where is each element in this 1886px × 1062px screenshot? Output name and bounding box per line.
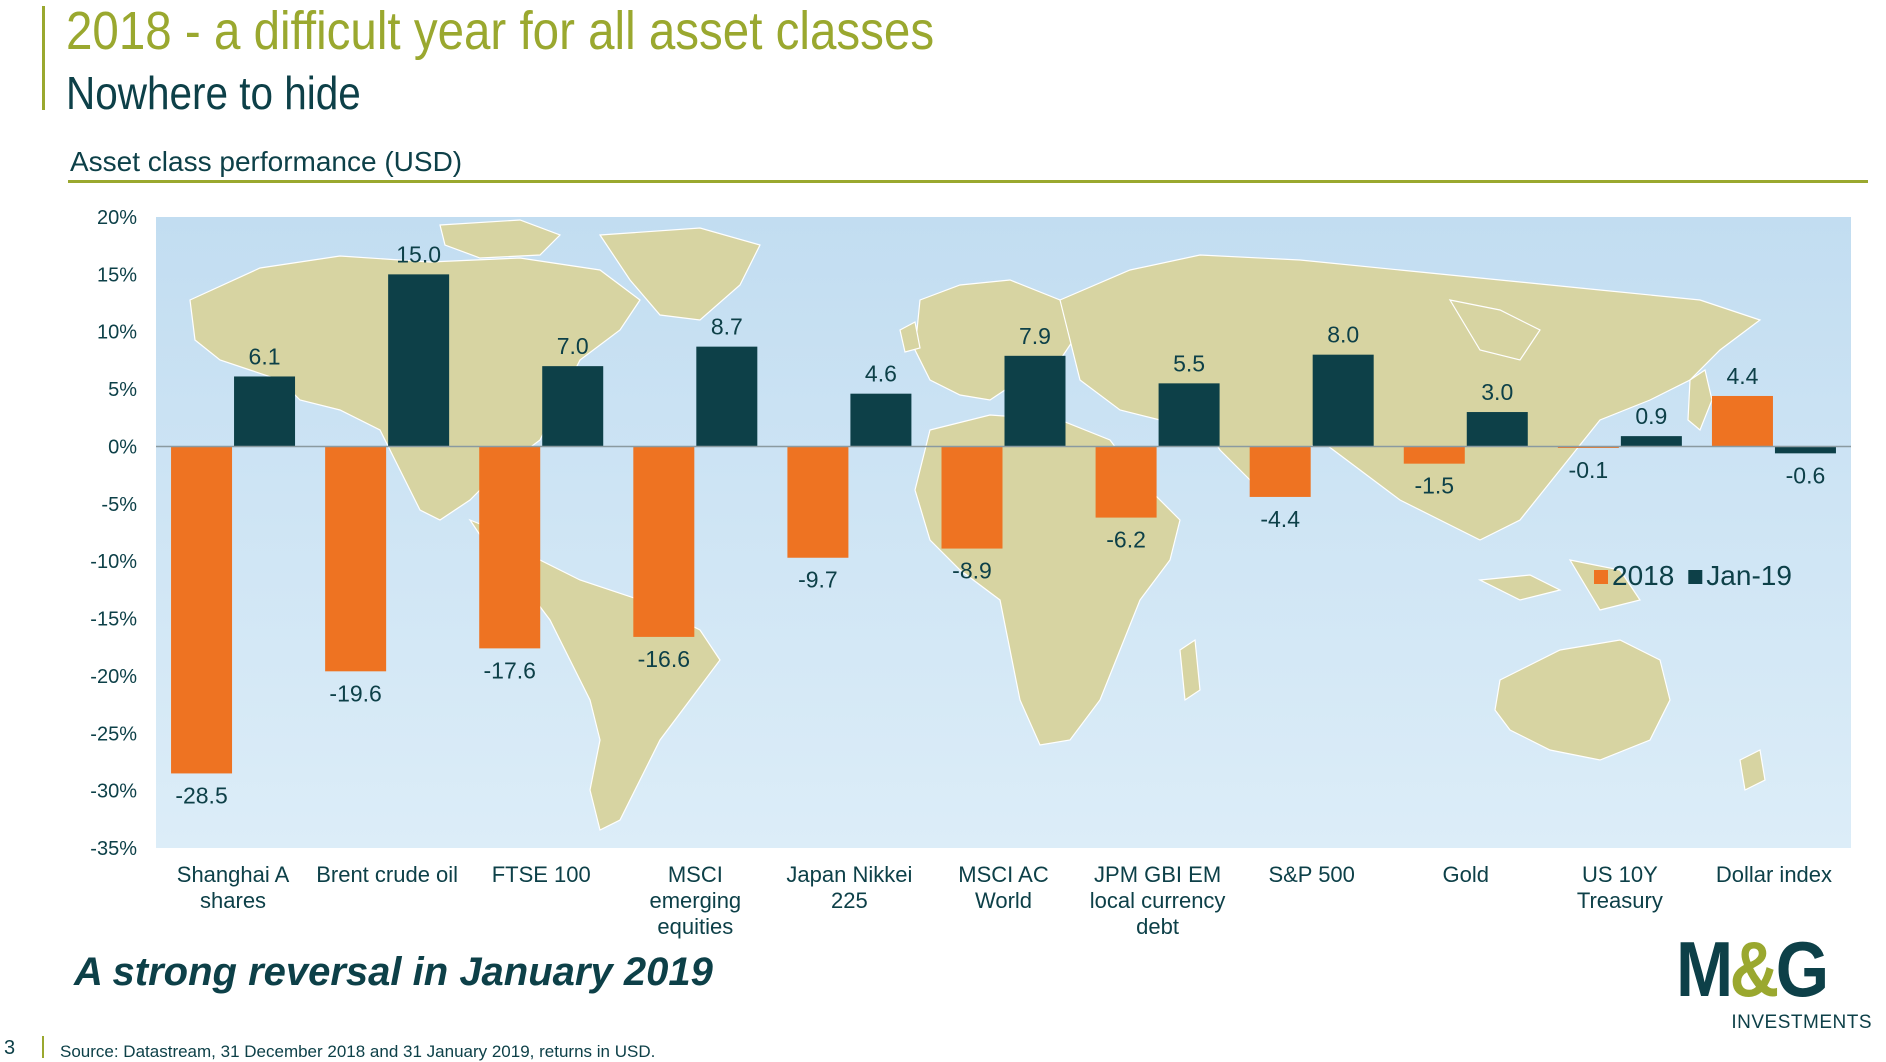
y-tick-label: -30% (90, 781, 137, 803)
bar-jan19 (1312, 354, 1374, 447)
data-label: -8.9 (952, 558, 992, 584)
y-tick-label: 20% (97, 207, 137, 229)
bar-2018 (325, 446, 387, 672)
tagline: A strong reversal in January 2019 (74, 950, 713, 994)
y-tick-label: -35% (90, 838, 137, 860)
bar-jan19 (234, 376, 296, 447)
bar-jan19 (1466, 412, 1528, 447)
data-label: -28.5 (175, 782, 227, 808)
legend-swatch (1688, 570, 1703, 584)
logo-text: INVESTMENTS (1731, 1012, 1872, 1033)
bar-jan19 (696, 346, 758, 447)
y-tick-label: 5% (108, 379, 137, 401)
y-tick-label: 0% (108, 436, 137, 458)
data-label: 15.0 (396, 241, 441, 267)
bar-jan19 (1004, 355, 1066, 447)
x-tick-label: Gold (1443, 862, 1489, 887)
mg-logo: M&G INVESTMENTS (1676, 930, 1876, 1040)
y-tick-label: -20% (90, 666, 137, 688)
page-number: 3 (4, 1037, 16, 1059)
bar-chart: 20% 15% 10% 5% 0% -5% -10% -15% -20% -25% -30% -35%… (90, 207, 1851, 939)
x-tick-label: US 10Y Treasury (1577, 862, 1663, 913)
legend-label: Jan-19 (1706, 560, 1792, 591)
data-label: -19.6 (329, 680, 381, 706)
slide-subtitle: Nowhere to hide (66, 67, 361, 119)
data-label: -17.6 (484, 657, 536, 683)
legend: 2018 Jan-19 (1594, 560, 1792, 591)
logo-mark: M&G (1676, 925, 1829, 1013)
bar-2018 (633, 446, 695, 637)
bar-2018 (1403, 446, 1465, 464)
data-label: 6.1 (249, 343, 281, 369)
bar-jan19 (1620, 436, 1682, 447)
slide-title: 2018 - a difficult year for all asset cl… (66, 1, 935, 61)
data-label: 8.0 (1327, 322, 1359, 348)
data-label: 7.9 (1019, 323, 1051, 349)
bar-2018 (1711, 395, 1773, 447)
data-label: 5.5 (1173, 350, 1205, 376)
bar-jan19 (1774, 446, 1836, 454)
bars (171, 274, 1836, 774)
x-tick-label: MSCI AC World (958, 862, 1049, 913)
data-label: -4.4 (1260, 506, 1300, 532)
y-tick-label: -10% (90, 551, 137, 573)
data-labels: -28.5 6.1 -19.6 15.0 -17.6 7.0 -16.6 8.7 -9.7 4.6… (175, 241, 1825, 808)
data-label: -6.2 (1106, 527, 1146, 553)
y-tick-label: 10% (97, 322, 137, 344)
bar-2018 (479, 446, 541, 649)
data-label: 4.6 (865, 361, 897, 387)
y-tick-label: 15% (97, 264, 137, 286)
bar-2018 (171, 446, 233, 774)
data-label: 7.0 (557, 333, 589, 359)
bar-2018 (1095, 446, 1157, 518)
x-tick-label: FTSE 100 (492, 862, 591, 887)
data-label: -16.6 (638, 646, 690, 672)
data-label: 0.9 (1635, 403, 1667, 429)
data-label: -9.7 (798, 567, 838, 593)
footer-accent-bar (42, 1036, 44, 1058)
data-label: 8.7 (711, 314, 743, 340)
y-tick-label: -15% (90, 609, 137, 631)
x-tick-label: S&P 500 (1268, 862, 1354, 887)
source-note: Source: Datastream, 31 December 2018 and… (60, 1042, 656, 1061)
bar-2018 (787, 446, 849, 558)
x-tick-label: Dollar index (1716, 862, 1832, 887)
bar-jan19 (1158, 383, 1220, 447)
y-tick-label: -25% (90, 723, 137, 745)
bar-jan19 (850, 393, 912, 447)
x-tick-label: MSCI emerging equities (649, 862, 741, 939)
legend-label: 2018 (1612, 560, 1674, 591)
bar-jan19 (388, 274, 450, 447)
x-tick-label: JPM GBI EM local currency debt (1090, 862, 1226, 939)
bar-2018 (1249, 446, 1311, 497)
x-tick-label: Japan Nikkei 225 (786, 862, 912, 913)
data-label: -0.1 (1569, 457, 1609, 483)
data-label: 4.4 (1726, 363, 1758, 389)
data-label: -1.5 (1414, 473, 1454, 499)
chart-heading: Asset class performance (USD) (70, 146, 463, 177)
y-axis: 20% 15% 10% 5% 0% -5% -10% -15% -20% -25% -30% -35% (90, 207, 137, 860)
y-tick-label: -5% (101, 494, 137, 516)
heading-rule (68, 180, 1868, 183)
bar-2018 (941, 446, 1003, 549)
title-accent-bar (42, 6, 45, 110)
x-tick-label: Brent crude oil (316, 862, 458, 887)
data-label: -0.6 (1786, 462, 1826, 488)
legend-swatch (1594, 570, 1608, 584)
bar-jan19 (542, 366, 604, 447)
data-label: 3.0 (1481, 379, 1513, 405)
